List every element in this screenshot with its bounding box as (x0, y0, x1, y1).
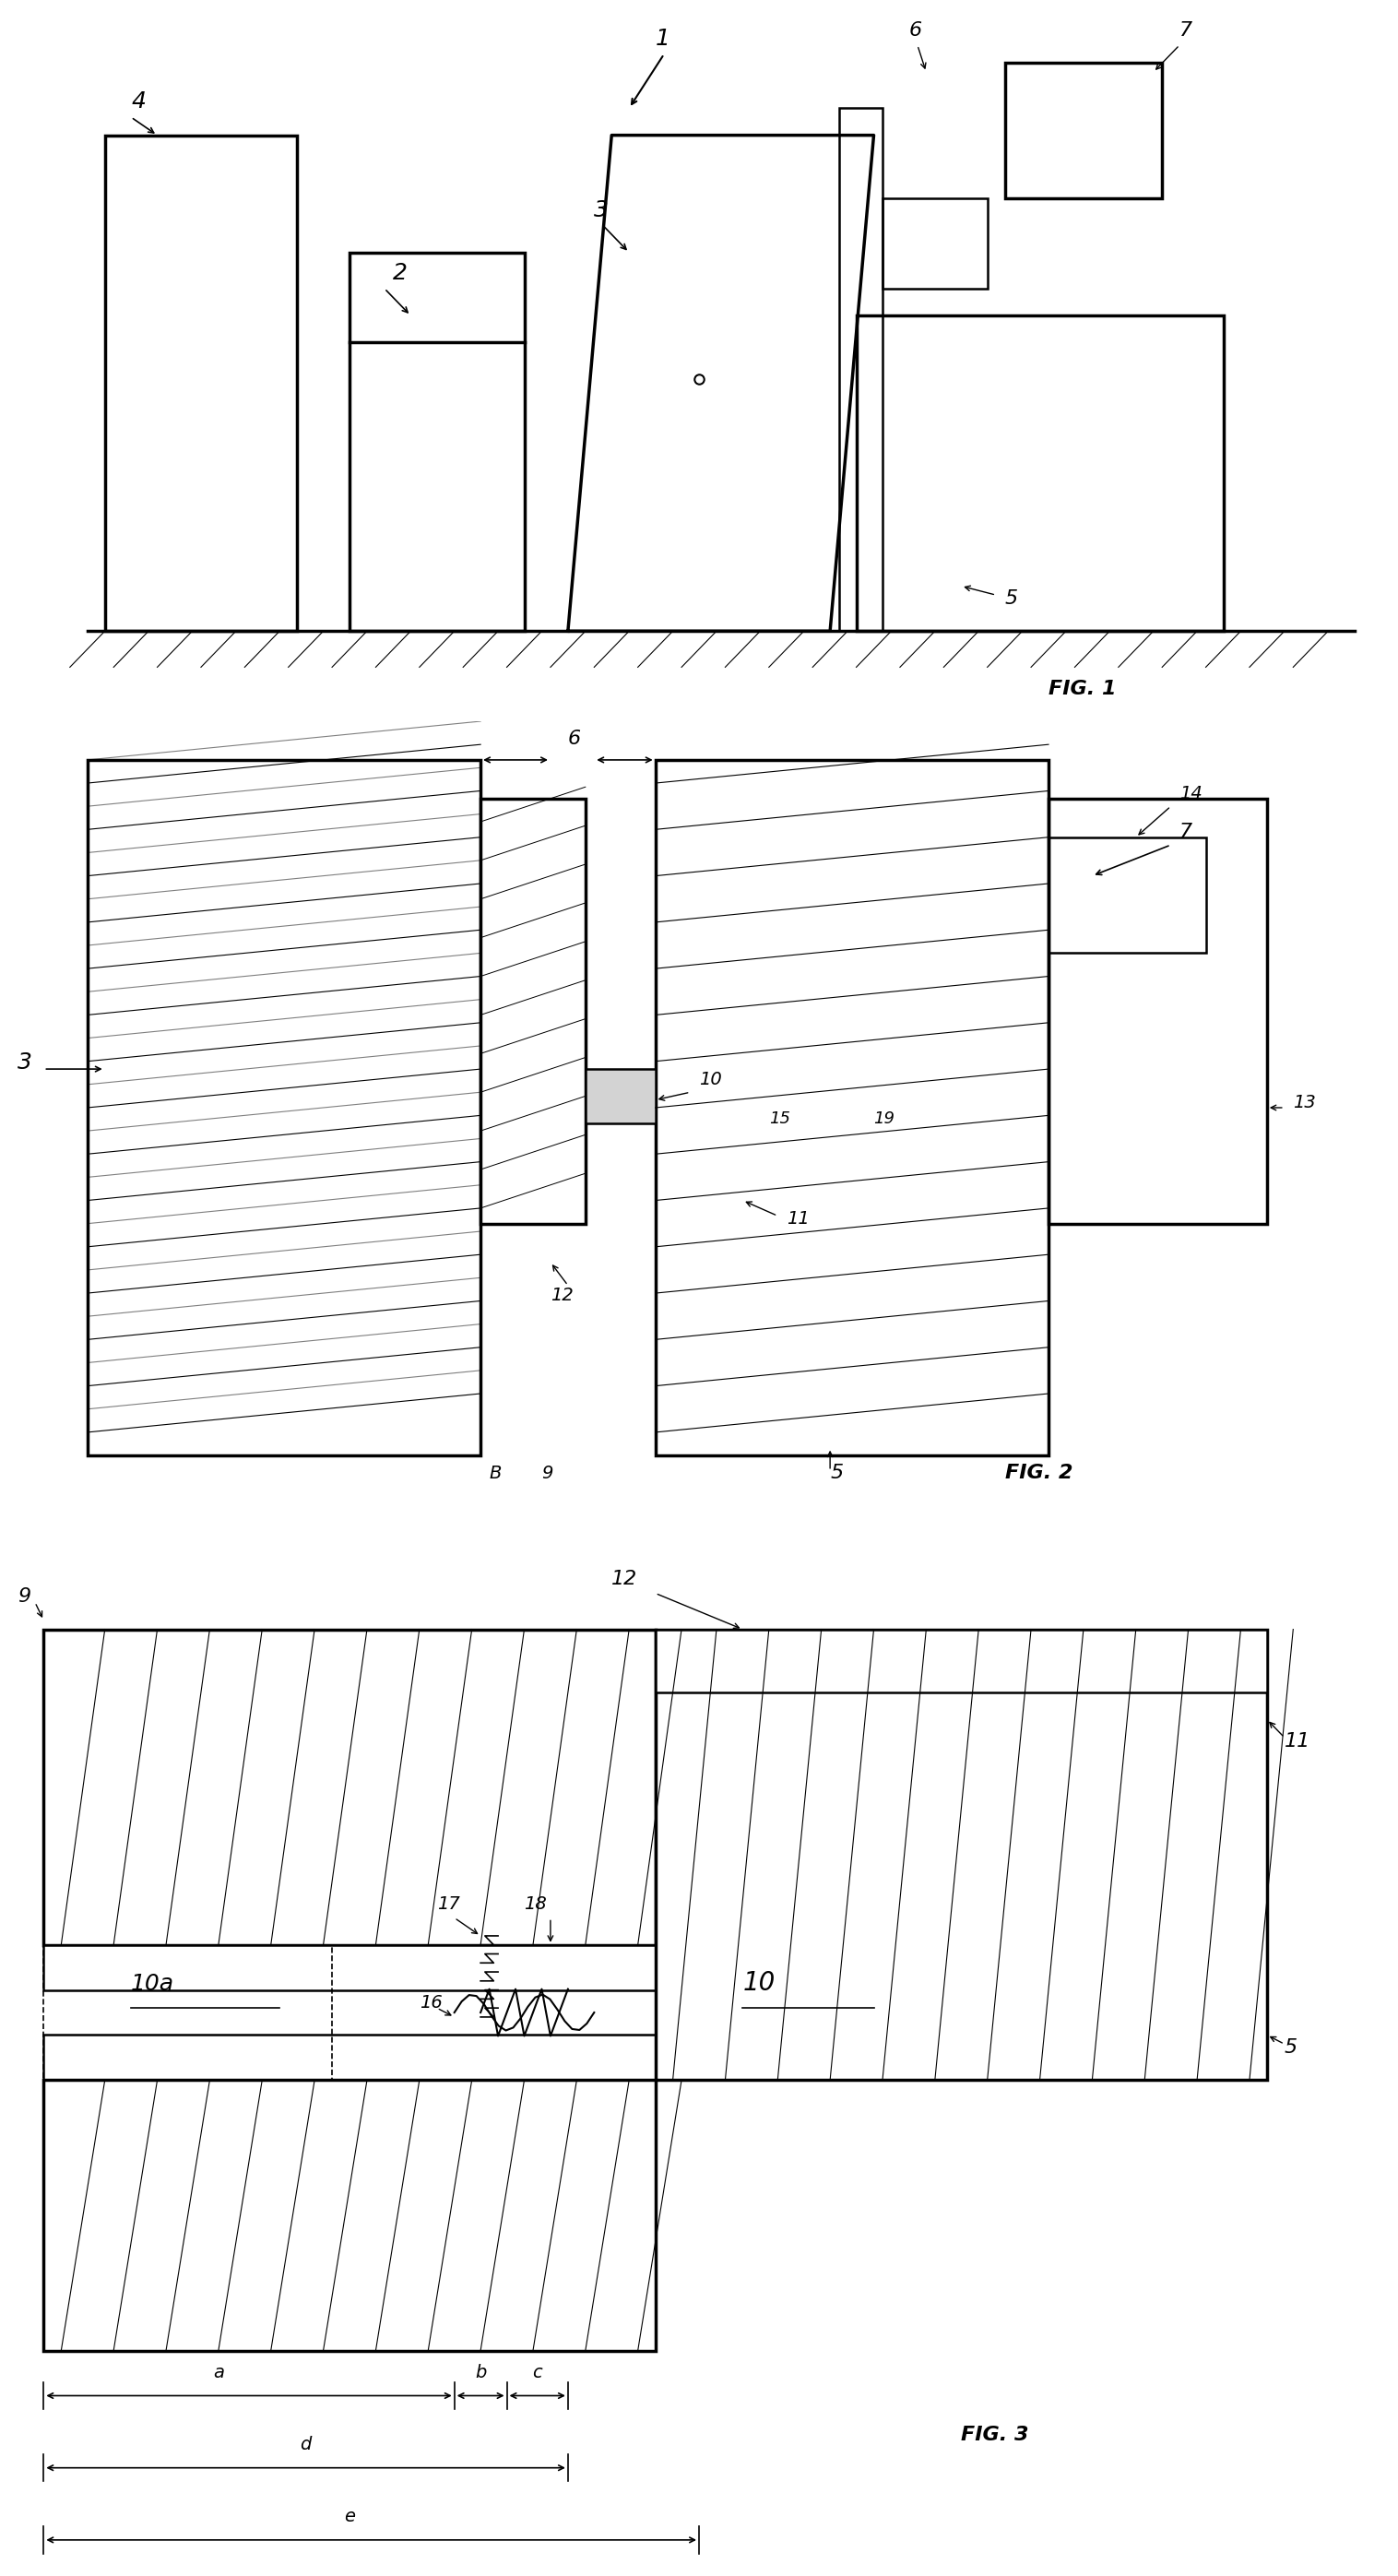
Bar (656, 1628, 1267, 1692)
Text: 13: 13 (1293, 1095, 1316, 1110)
Text: a: a (212, 2365, 224, 2380)
Bar (105, 134, 298, 631)
Text: 10: 10 (699, 1072, 721, 1087)
Text: 6: 6 (909, 21, 921, 39)
Text: 16: 16 (419, 1994, 442, 2012)
Text: 5: 5 (830, 1463, 843, 1481)
Text: 10: 10 (742, 1971, 776, 1996)
Text: 2: 2 (393, 263, 408, 283)
Text: 14: 14 (1180, 786, 1202, 801)
Bar (1005, 62, 1162, 198)
Text: 9: 9 (542, 1466, 554, 1481)
Text: 3: 3 (594, 198, 608, 222)
Text: 6: 6 (568, 729, 582, 747)
Text: 10a: 10a (131, 1973, 175, 1994)
Bar (43, 2035, 656, 2081)
Text: FIG. 1: FIG. 1 (1048, 680, 1116, 698)
Bar (1048, 837, 1205, 953)
Text: 19: 19 (874, 1110, 895, 1126)
Text: d: d (301, 2437, 312, 2452)
Text: 3: 3 (17, 1051, 32, 1074)
Bar (1048, 799, 1267, 1224)
Text: 5: 5 (1005, 590, 1018, 608)
Text: c: c (533, 2365, 542, 2380)
Text: 7: 7 (1180, 21, 1192, 39)
Text: 5: 5 (1285, 2038, 1297, 2056)
Text: FIG. 2: FIG. 2 (1005, 1463, 1072, 1481)
Text: 11: 11 (1285, 1731, 1310, 1749)
Text: B: B (489, 1466, 502, 1481)
Text: 17: 17 (436, 1896, 460, 1911)
Polygon shape (656, 1628, 1267, 2081)
Text: FIG. 3: FIG. 3 (962, 2427, 1029, 2445)
Bar (481, 799, 586, 1224)
Polygon shape (43, 1628, 656, 1945)
Bar (43, 1945, 656, 1989)
Text: 1: 1 (656, 28, 670, 49)
Bar (839, 108, 882, 631)
Text: b: b (475, 2365, 487, 2380)
Text: 4: 4 (131, 90, 145, 113)
Text: 11: 11 (786, 1211, 809, 1226)
Text: 18: 18 (524, 1896, 547, 1911)
Polygon shape (656, 760, 1048, 1455)
Bar (586, 1069, 656, 1123)
Text: 15: 15 (769, 1110, 790, 1126)
Polygon shape (43, 2081, 656, 2349)
Bar (882, 198, 987, 289)
Text: 12: 12 (551, 1288, 573, 1303)
Polygon shape (87, 760, 481, 1455)
Text: 12: 12 (612, 1569, 637, 1587)
Text: e: e (344, 2509, 355, 2524)
Text: 7: 7 (1180, 822, 1192, 840)
Bar (350, 252, 524, 631)
Text: 9: 9 (17, 1587, 31, 1605)
